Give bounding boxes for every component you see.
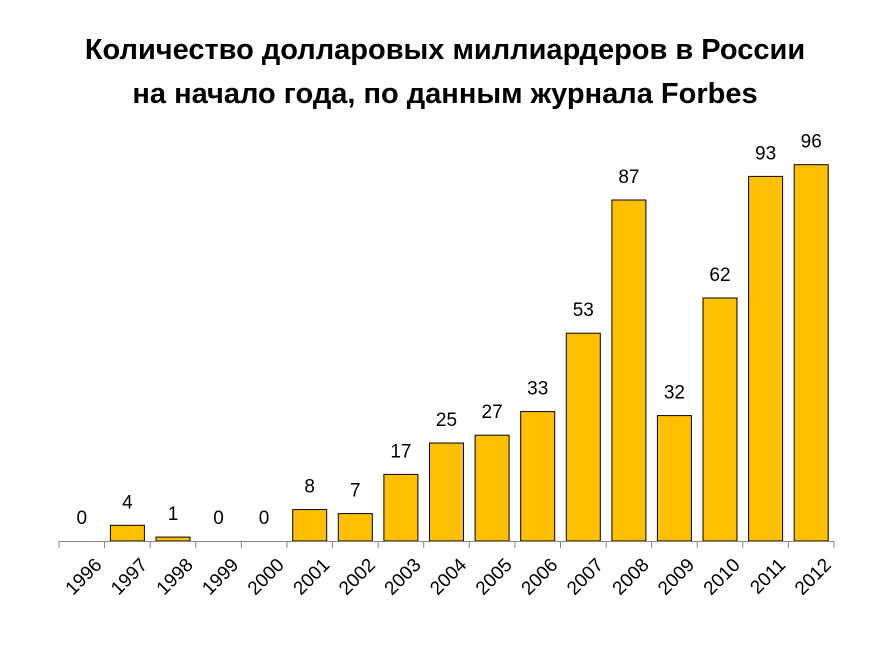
chart-title: Количество долларовых миллиардеров в Рос… xyxy=(0,28,890,116)
data-label-2005: 27 xyxy=(482,402,503,423)
bar-2007 xyxy=(565,332,601,542)
x-tick-label-2004: 2004 xyxy=(426,554,471,599)
bar-2002 xyxy=(337,513,373,542)
data-label-2012: 96 xyxy=(801,132,822,153)
data-label-2011: 93 xyxy=(755,143,776,164)
bar-2009 xyxy=(656,415,692,542)
data-label-2008: 87 xyxy=(618,167,639,188)
data-label-2001: 8 xyxy=(304,477,315,498)
x-tick-label-2001: 2001 xyxy=(290,555,335,600)
x-tick-label-2000: 2000 xyxy=(244,555,289,600)
bar-2008 xyxy=(611,199,647,542)
data-label-2004: 25 xyxy=(436,410,457,431)
bar-1997 xyxy=(109,524,145,542)
bar-1998 xyxy=(155,536,191,542)
x-tick-label-2011: 2011 xyxy=(746,555,790,599)
data-label-2000: 0 xyxy=(259,508,270,529)
x-tick-label-1998: 1998 xyxy=(153,555,198,600)
bar-2003 xyxy=(383,473,419,542)
bar-2005 xyxy=(474,434,510,542)
data-label-1997: 4 xyxy=(122,492,133,513)
data-label-2009: 32 xyxy=(664,383,685,404)
data-label-1999: 0 xyxy=(213,508,224,529)
x-tick-label-1996: 1996 xyxy=(62,555,107,600)
x-tick-label-2002: 2002 xyxy=(335,555,380,600)
x-tick-label-2003: 2003 xyxy=(381,555,426,600)
x-tick-label-2005: 2005 xyxy=(472,555,517,600)
data-label-1996: 0 xyxy=(77,508,88,529)
bar-2001 xyxy=(292,509,328,542)
bar-2011 xyxy=(748,175,784,542)
bar-2012 xyxy=(793,164,829,542)
data-label-2003: 17 xyxy=(390,441,411,462)
x-tick-label-2007: 2007 xyxy=(563,555,608,600)
bar-2010 xyxy=(702,297,738,542)
x-tick-label-2012: 2012 xyxy=(791,555,836,600)
x-tick-label-1997: 1997 xyxy=(107,555,152,600)
bar-2006 xyxy=(520,411,556,542)
x-tick-label-2006: 2006 xyxy=(518,555,563,600)
chart-title-line-1: Количество долларовых миллиардеров в Рос… xyxy=(84,34,806,66)
data-label-1998: 1 xyxy=(168,504,179,525)
data-label-2002: 7 xyxy=(350,481,361,502)
chart-title-line-2: на начало года, по данным журнала Forbes xyxy=(132,78,758,110)
data-label-2007: 53 xyxy=(573,300,594,321)
x-tick-label-2008: 2008 xyxy=(609,555,654,600)
x-tick-label-2009: 2009 xyxy=(654,555,699,600)
data-label-2006: 33 xyxy=(527,379,548,400)
data-label-2010: 62 xyxy=(709,265,730,286)
x-tick-label-1999: 1999 xyxy=(198,555,243,600)
bar-2004 xyxy=(429,442,464,542)
x-tick-label-2010: 2010 xyxy=(700,555,745,600)
